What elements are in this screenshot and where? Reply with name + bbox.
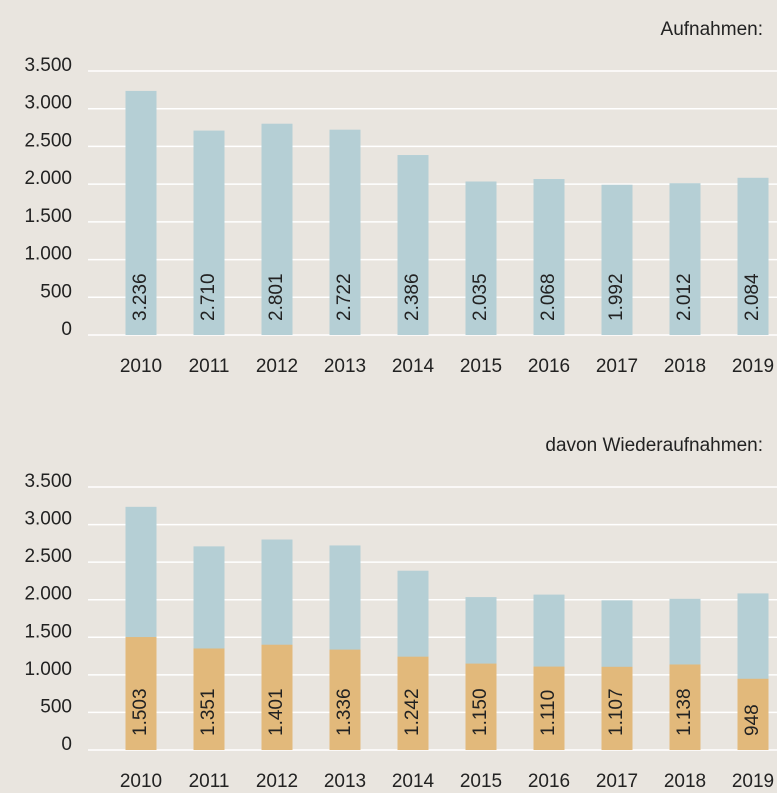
y-tick-label: 1.000 — [24, 244, 72, 265]
value-label: 1.336 — [334, 688, 355, 736]
x-tick-label: 2011 — [189, 356, 230, 377]
y-tick-label: 500 — [40, 281, 72, 302]
value-label: 2.386 — [402, 273, 423, 321]
y-tick-label: 1.500 — [24, 206, 72, 227]
value-label: 2.012 — [674, 273, 695, 321]
y-tick-label: 3.000 — [24, 509, 72, 530]
bar — [125, 90, 157, 335]
y-tick-label: 3.000 — [24, 93, 72, 114]
y-tick-label: 2.000 — [24, 168, 72, 189]
bar — [261, 644, 293, 750]
x-tick-label: 2010 — [120, 356, 162, 377]
value-label: 1.992 — [606, 273, 627, 321]
value-label: 2.710 — [198, 273, 219, 321]
x-tick-label: 2015 — [460, 771, 502, 792]
bar — [465, 181, 497, 335]
bar — [125, 637, 157, 750]
bar — [397, 155, 429, 335]
value-label: 1.503 — [130, 688, 151, 736]
x-tick-label: 2012 — [256, 771, 298, 792]
y-tick-label: 500 — [40, 696, 72, 717]
y-tick-label: 0 — [61, 319, 72, 340]
bar — [193, 648, 225, 750]
value-label: 2.068 — [538, 273, 559, 321]
bar — [737, 177, 769, 335]
y-tick-label: 2.000 — [24, 584, 72, 605]
bar — [601, 666, 633, 750]
bar — [601, 184, 633, 335]
y-tick-label: 2.500 — [24, 546, 72, 567]
x-tick-label: 2018 — [664, 771, 706, 792]
y-tick-label: 3.500 — [24, 471, 72, 492]
value-label: 2.801 — [266, 273, 287, 321]
bar — [669, 183, 701, 335]
value-label: 2.722 — [334, 273, 355, 321]
bar — [329, 649, 361, 750]
x-tick-label: 2017 — [596, 771, 638, 792]
bar — [261, 123, 293, 335]
bar — [465, 663, 497, 750]
value-label: 948 — [742, 704, 763, 736]
x-tick-label: 2012 — [256, 356, 298, 377]
x-tick-label: 2015 — [460, 356, 502, 377]
x-tick-label: 2010 — [120, 771, 162, 792]
value-label: 1.138 — [674, 688, 695, 736]
y-tick-label: 1.500 — [24, 621, 72, 642]
x-tick-label: 2013 — [324, 356, 366, 377]
x-tick-label: 2014 — [392, 771, 435, 792]
chart-title: davon Wiederaufnahmen: — [545, 435, 763, 456]
y-tick-label: 1.000 — [24, 659, 72, 680]
value-label: 2.084 — [742, 273, 763, 321]
bar — [737, 678, 769, 750]
value-label: 1.242 — [402, 688, 423, 736]
bar — [397, 656, 429, 750]
value-label: 1.107 — [606, 688, 627, 736]
y-tick-label: 3.500 — [24, 55, 72, 76]
value-label: 1.150 — [470, 688, 491, 736]
x-tick-label: 2011 — [189, 771, 230, 792]
chart-title: Aufnahmen: — [661, 19, 763, 40]
bar — [193, 130, 225, 335]
x-tick-label: 2016 — [528, 356, 570, 377]
y-tick-label: 0 — [61, 734, 72, 755]
x-tick-label: 2019 — [732, 356, 774, 377]
x-tick-label: 2014 — [392, 356, 435, 377]
bar — [533, 179, 565, 335]
y-tick-label: 2.500 — [24, 130, 72, 151]
x-tick-label: 2017 — [596, 356, 638, 377]
value-label: 1.351 — [198, 688, 219, 736]
value-label: 2.035 — [470, 273, 491, 321]
bar — [669, 664, 701, 750]
x-tick-label: 2013 — [324, 771, 366, 792]
x-tick-label: 2016 — [528, 771, 570, 792]
value-label: 3.236 — [130, 273, 151, 321]
bar — [533, 666, 565, 750]
value-label: 1.110 — [538, 690, 559, 736]
x-tick-label: 2019 — [732, 771, 774, 792]
x-tick-label: 2018 — [664, 356, 706, 377]
bar — [329, 129, 361, 335]
value-label: 1.401 — [266, 688, 287, 736]
